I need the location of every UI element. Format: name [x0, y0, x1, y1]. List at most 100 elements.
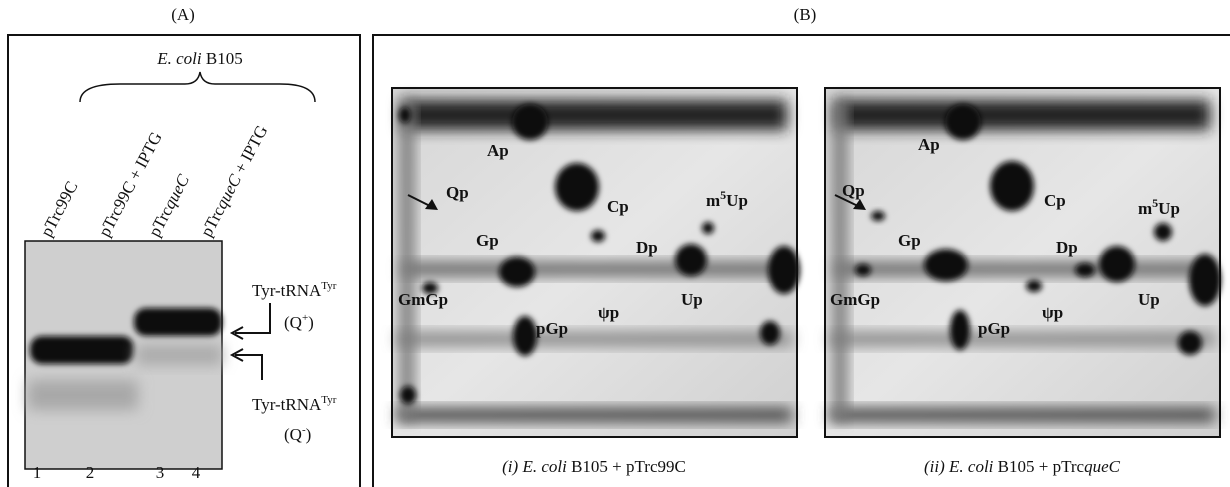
band-label: Tyr-tRNATyr: [252, 394, 337, 414]
lane-label-part: + IPTG: [228, 122, 271, 180]
panel-label: (B): [794, 5, 817, 24]
arrow-head: [853, 199, 866, 210]
spot-label-rest: Up: [726, 191, 748, 210]
plate-frame: [824, 87, 1221, 438]
close: ): [308, 313, 314, 332]
panel-label: (A): [171, 5, 195, 24]
lane-label-part: pTrc99C: [37, 178, 82, 240]
spot-label-sup: 5: [1152, 196, 1158, 210]
band-charge-label: (Q+): [284, 312, 314, 332]
band-name: Tyr-tRNA: [252, 281, 322, 300]
spot: [924, 249, 968, 281]
smear: [28, 380, 138, 410]
spot-label-base: m: [706, 191, 720, 210]
open: (Q: [284, 313, 302, 332]
spot: [499, 257, 535, 287]
panel-frame: [7, 34, 361, 487]
caption-text: B105 + pTrc: [993, 457, 1084, 476]
spot-label: Qp: [446, 183, 469, 202]
spot: [1099, 246, 1135, 282]
streak: [835, 100, 1210, 130]
caption-number: (i): [502, 457, 522, 476]
spot-label: Gp: [898, 231, 921, 250]
streak: [400, 100, 414, 420]
lane-number: 1: [33, 463, 42, 482]
close: ): [306, 425, 312, 444]
arrow-head: [425, 199, 438, 210]
spot: [1154, 223, 1172, 241]
spot: [512, 104, 548, 140]
lane-number: 4: [192, 463, 201, 482]
streak: [835, 262, 1210, 276]
spot: [1075, 263, 1095, 277]
charge: -: [302, 424, 306, 436]
spot-label-base: m: [1138, 199, 1152, 218]
band-label: Tyr-tRNATyr: [252, 280, 337, 300]
gel: [24, 240, 223, 470]
spot: [1178, 331, 1202, 355]
strain-label: E. coli B105: [156, 49, 242, 68]
spot-label: Dp: [636, 238, 658, 257]
band: [30, 336, 134, 364]
arrow: [229, 348, 263, 380]
spot: [1189, 254, 1221, 306]
spot-label: m5Up: [1138, 196, 1180, 218]
spot-label-sup: 5: [720, 188, 726, 202]
spot: [675, 244, 707, 276]
charge: +: [302, 312, 308, 324]
spot: [990, 161, 1034, 211]
streak: [397, 332, 792, 346]
spot: [422, 282, 438, 294]
band-name: Tyr-tRNA: [252, 395, 322, 414]
spot-label: ψp: [598, 303, 619, 322]
spot: [945, 104, 981, 140]
spot: [591, 230, 605, 242]
caption: (i) E. coli B105 + pTrc99C: [502, 457, 686, 476]
spot-label: Dp: [1056, 238, 1078, 257]
spot-label: Up: [681, 290, 703, 309]
spot-label: pGp: [978, 319, 1010, 338]
caption: (ii) E. coli B105 + pTrcqueC: [924, 457, 1121, 476]
panel-frame: [372, 34, 1230, 487]
lane-label: pTrc99C: [37, 178, 82, 240]
lane-label-part: queC: [160, 171, 194, 212]
lane-label: pTrcqueC + IPTG: [197, 122, 272, 240]
plate-frame: [391, 87, 798, 438]
streak: [402, 100, 787, 130]
spot-label: pGp: [536, 319, 568, 338]
spot-label: GmGp: [830, 290, 880, 309]
species: E. coli: [521, 457, 567, 476]
spot: [702, 222, 714, 234]
spot-label: Ap: [487, 141, 509, 160]
spot-label: Cp: [607, 197, 629, 216]
spot-label-rest: Up: [1158, 199, 1180, 218]
caption-number: (ii): [924, 457, 949, 476]
spot: [1026, 280, 1042, 292]
spot: [555, 163, 599, 211]
streak: [397, 408, 792, 422]
spot: [871, 211, 885, 221]
streak: [830, 332, 1215, 346]
spot: [513, 316, 537, 356]
spot-label: ψp: [1042, 303, 1063, 322]
spot: [399, 107, 411, 123]
streak: [833, 100, 847, 420]
band-charge-label: (Q-): [284, 424, 311, 444]
spot: [760, 321, 780, 345]
spot-label: GmGp: [398, 290, 448, 309]
band: [134, 308, 222, 336]
open: (Q: [284, 425, 302, 444]
spot-label: Gp: [476, 231, 499, 250]
spot-label: m5Up: [706, 188, 748, 210]
species: E. coli: [948, 457, 994, 476]
streak: [402, 262, 787, 276]
spot-label: Ap: [918, 135, 940, 154]
strain: B105: [202, 49, 243, 68]
gene: queC: [1084, 457, 1121, 476]
species: E. coli: [156, 49, 202, 68]
lane-number: 3: [156, 463, 165, 482]
smear: [136, 345, 222, 365]
arrow: [229, 303, 271, 340]
